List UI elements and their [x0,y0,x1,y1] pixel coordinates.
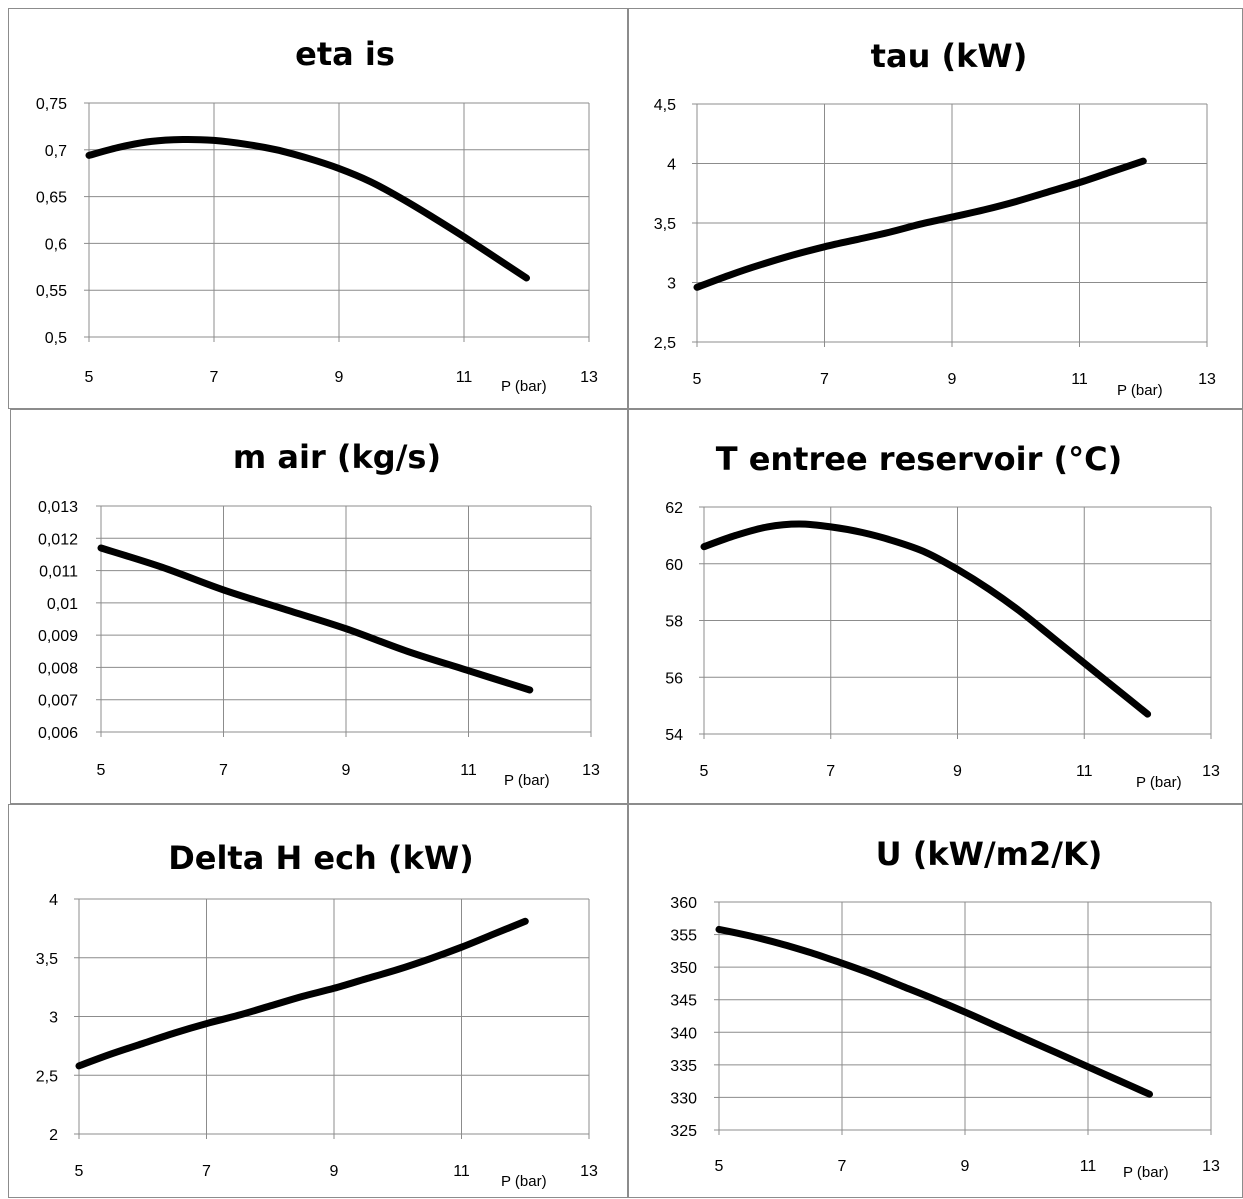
y-tick-label: 0,6 [45,236,67,253]
series-line-u-kw-m2-k [715,925,1153,1098]
x-tick-label: 13 [1198,371,1216,388]
x-tick-label: 7 [838,1158,847,1175]
x-axis-label: P (bar) [501,1173,547,1190]
x-tick-label: 9 [953,763,962,780]
y-tick-label: 0,011 [39,564,78,581]
y-tick-label: 340 [670,1025,697,1042]
series-line-m-air-kg-s [97,544,534,694]
y-tick-label: 4,5 [654,97,676,114]
y-tick-label: 4 [49,892,58,909]
x-tick-label: 13 [1202,763,1220,780]
y-tick-label: 2,5 [654,335,676,352]
chart-panel-eta-is: eta is 0,5 0,55 0,6 0,65 0,7 0,75 5 7 9 11 13 P (bar… [8,8,628,409]
y-tick-label: 0,007 [38,693,78,710]
chart-svg: U (kW/m2/K) 325 330 335 340 345 350 355 360 5 7 9 11… [670,835,1220,1181]
y-tick-label: 330 [670,1090,697,1107]
chart-panel-delta-h: Delta H ech (kW) 2 2,5 3 3,5 4 5 7 9 11 13 P (bar) [8,804,628,1198]
y-tick-label: 0,009 [38,628,78,645]
x-tick-label: 13 [582,762,600,779]
y-tick-label: 350 [670,960,697,977]
x-tick-label: 11 [1076,763,1093,780]
chart-title: eta is [295,35,395,73]
y-tick-label: 0,012 [38,531,78,548]
x-tick-label: 5 [97,762,106,779]
y-tick-label: 2,5 [36,1068,58,1085]
y-tick-label: 0,65 [36,190,67,207]
x-tick-label: 5 [715,1158,724,1175]
y-tick-label: 3 [49,1010,58,1027]
chart-title: U (kW/m2/K) [876,835,1103,873]
x-axis-label: P (bar) [1136,774,1182,791]
x-tick-label: 7 [826,763,835,780]
chart-panel-t-entree: T entree reservoir (°C) 54 56 58 60 62 5 7 9 11 13… [628,409,1243,804]
y-tick-label: 2 [49,1127,58,1144]
x-tick-label: 7 [210,369,219,386]
x-tick-label: 7 [820,371,829,388]
x-tick-label: 7 [202,1163,211,1180]
x-tick-label: 11 [1080,1158,1097,1175]
x-tick-label: 9 [330,1163,339,1180]
chart-title: Delta H ech (kW) [168,839,474,877]
x-axis-label: P (bar) [1123,1164,1169,1181]
chart-svg: Delta H ech (kW) 2 2,5 3 3,5 4 5 7 9 11 13 P (bar) [36,839,598,1190]
chart-title: m air (kg/s) [233,438,441,476]
chart-svg: m air (kg/s) 0,006 0,007 0,008 0,009 0,01 0,01… [38,438,600,789]
y-tick-label: 0,75 [36,96,67,113]
chart-title: T entree reservoir (°C) [716,440,1123,478]
x-tick-label: 11 [456,369,473,386]
x-tick-label: 5 [693,371,702,388]
x-tick-label: 13 [1202,1158,1220,1175]
chart-panel-tau: tau (kW) 2,5 3 3,5 4 4,5 5 7 9 11 13 P (bar) [628,8,1243,409]
x-axis-label: P (bar) [504,772,550,789]
x-tick-label: 5 [700,763,709,780]
y-tick-label: 4 [667,157,676,174]
y-tick-label: 56 [665,670,683,687]
x-tick-label: 9 [961,1158,970,1175]
chart-svg: T entree reservoir (°C) 54 56 58 60 62 5 7 9 11 13… [665,440,1220,791]
y-tick-label: 3 [667,276,676,293]
chart-svg: tau (kW) 2,5 3 3,5 4 4,5 5 7 9 11 13 P (bar) [654,37,1216,399]
y-tick-label: 60 [665,557,683,574]
y-tick-label: 355 [670,928,697,945]
y-tick-label: 3,5 [654,216,676,233]
x-tick-label: 9 [335,369,344,386]
x-tick-label: 5 [85,369,94,386]
y-tick-label: 62 [665,500,683,517]
x-tick-label: 9 [948,371,957,388]
y-tick-label: 0,5 [45,330,67,347]
series-line-t-entree-reservoir-c [700,520,1152,718]
y-tick-label: 0,013 [38,499,78,516]
x-axis-label: P (bar) [501,378,547,395]
chart-title: tau (kW) [871,37,1028,75]
x-tick-label: 11 [453,1163,470,1180]
x-tick-label: 7 [219,762,228,779]
chart-panel-u: U (kW/m2/K) 325 330 335 340 345 350 355 360 5 7 9 11… [628,804,1243,1198]
y-tick-label: 0,008 [38,660,78,677]
y-tick-label: 325 [670,1123,697,1140]
y-tick-label: 58 [665,614,683,631]
y-tick-label: 3,5 [36,951,58,968]
y-tick-label: 0,7 [45,143,67,160]
x-tick-label: 13 [580,1163,598,1180]
x-tick-label: 11 [1071,371,1088,388]
x-axis-label: P (bar) [1117,382,1163,399]
y-tick-label: 0,01 [47,596,78,613]
x-tick-label: 13 [580,369,598,386]
chart-svg: eta is 0,5 0,55 0,6 0,65 0,7 0,75 5 7 9 11 13 P (bar… [36,35,598,395]
y-tick-label: 360 [670,895,697,912]
series-line-tau-kw [693,157,1147,291]
y-tick-label: 335 [670,1058,697,1075]
x-tick-label: 9 [342,762,351,779]
series-line-delta-h-ech-kw [75,917,529,1070]
y-tick-label: 345 [670,993,697,1010]
x-tick-label: 11 [460,762,477,779]
chart-panel-m-air: m air (kg/s) 0,006 0,007 0,008 0,009 0,01 0,01… [10,409,628,804]
x-tick-label: 5 [75,1163,84,1180]
series-line-eta-is [85,135,530,282]
y-tick-label: 0,006 [38,725,78,742]
y-tick-label: 0,55 [36,283,67,300]
y-tick-label: 54 [665,727,683,744]
